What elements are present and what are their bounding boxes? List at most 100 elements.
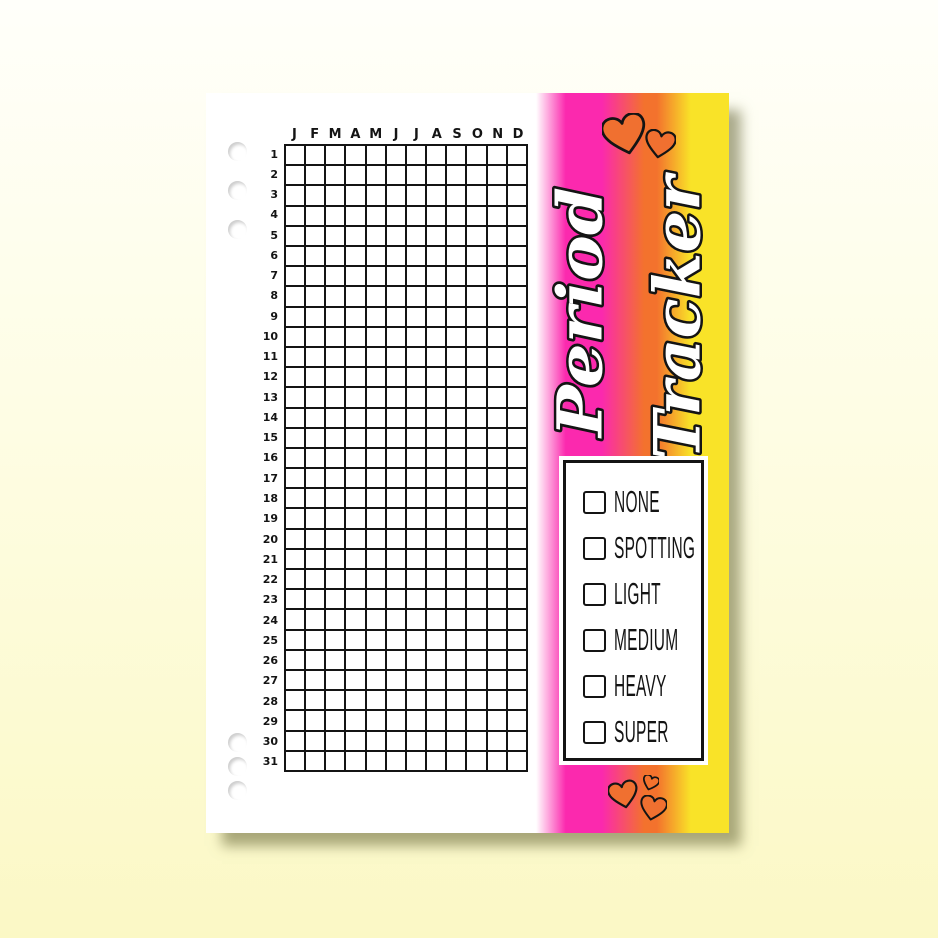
grid-cell[interactable]	[366, 469, 385, 488]
grid-cell[interactable]	[306, 368, 325, 387]
grid-cell[interactable]	[427, 388, 446, 407]
grid-cell[interactable]	[326, 206, 345, 225]
grid-cell[interactable]	[467, 671, 486, 690]
grid-cell[interactable]	[487, 428, 506, 447]
grid-cell[interactable]	[447, 610, 466, 629]
grid-cell[interactable]	[306, 347, 325, 367]
grid-cell[interactable]	[487, 711, 506, 730]
grid-cell[interactable]	[366, 671, 385, 690]
grid-cell[interactable]	[366, 691, 385, 710]
grid-cell[interactable]	[306, 610, 325, 629]
grid-cell[interactable]	[286, 166, 305, 185]
grid-cell[interactable]	[306, 246, 325, 266]
grid-cell[interactable]	[366, 186, 385, 205]
grid-cell[interactable]	[427, 630, 446, 649]
grid-cell[interactable]	[286, 549, 305, 569]
grid-cell[interactable]	[306, 691, 325, 710]
grid-cell[interactable]	[467, 287, 486, 306]
grid-cell[interactable]	[427, 166, 446, 185]
grid-cell[interactable]	[507, 590, 526, 609]
grid-cell[interactable]	[306, 529, 325, 548]
grid-cell[interactable]	[326, 146, 345, 165]
grid-cell[interactable]	[306, 327, 325, 346]
grid-cell[interactable]	[406, 347, 426, 367]
grid-cell[interactable]	[467, 711, 486, 730]
grid-cell[interactable]	[487, 570, 506, 589]
grid-cell[interactable]	[326, 509, 345, 528]
grid-cell[interactable]	[507, 630, 526, 649]
grid-cell[interactable]	[306, 751, 325, 770]
grid-cell[interactable]	[406, 509, 426, 528]
grid-cell[interactable]	[386, 448, 405, 468]
grid-cell[interactable]	[467, 267, 486, 286]
grid-cell[interactable]	[427, 570, 446, 589]
grid-cell[interactable]	[286, 388, 305, 407]
grid-cell[interactable]	[406, 610, 426, 629]
grid-cell[interactable]	[386, 206, 405, 225]
grid-cell[interactable]	[366, 307, 385, 326]
grid-cell[interactable]	[447, 327, 466, 346]
grid-cell[interactable]	[406, 711, 426, 730]
grid-cell[interactable]	[366, 610, 385, 629]
grid-cell[interactable]	[386, 650, 405, 670]
grid-cell[interactable]	[406, 408, 426, 427]
grid-cell[interactable]	[346, 731, 365, 750]
grid-cell[interactable]	[346, 549, 365, 569]
grid-cell[interactable]	[507, 347, 526, 367]
grid-cell[interactable]	[406, 368, 426, 387]
grid-cell[interactable]	[306, 186, 325, 205]
grid-cell[interactable]	[467, 226, 486, 245]
grid-cell[interactable]	[406, 166, 426, 185]
grid-cell[interactable]	[286, 509, 305, 528]
grid-cell[interactable]	[427, 428, 446, 447]
grid-cell[interactable]	[467, 246, 486, 266]
grid-cell[interactable]	[406, 186, 426, 205]
grid-cell[interactable]	[427, 590, 446, 609]
grid-cell[interactable]	[487, 226, 506, 245]
grid-cell[interactable]	[286, 630, 305, 649]
grid-cell[interactable]	[406, 630, 426, 649]
grid-cell[interactable]	[427, 711, 446, 730]
grid-cell[interactable]	[487, 489, 506, 508]
grid-cell[interactable]	[427, 408, 446, 427]
grid-cell[interactable]	[326, 307, 345, 326]
grid-cell[interactable]	[447, 368, 466, 387]
grid-cell[interactable]	[467, 469, 486, 488]
grid-cell[interactable]	[487, 509, 506, 528]
grid-cell[interactable]	[487, 166, 506, 185]
grid-cell[interactable]	[487, 388, 506, 407]
grid-cell[interactable]	[406, 529, 426, 548]
grid-cell[interactable]	[386, 549, 405, 569]
grid-cell[interactable]	[427, 206, 446, 225]
grid-cell[interactable]	[427, 691, 446, 710]
grid-cell[interactable]	[286, 246, 305, 266]
grid-cell[interactable]	[427, 469, 446, 488]
grid-cell[interactable]	[286, 206, 305, 225]
grid-cell[interactable]	[406, 590, 426, 609]
grid-cell[interactable]	[507, 570, 526, 589]
grid-cell[interactable]	[507, 307, 526, 326]
grid-cell[interactable]	[427, 610, 446, 629]
grid-cell[interactable]	[427, 246, 446, 266]
grid-cell[interactable]	[447, 469, 466, 488]
grid-cell[interactable]	[447, 751, 466, 770]
grid-cell[interactable]	[386, 347, 405, 367]
grid-cell[interactable]	[447, 428, 466, 447]
grid-cell[interactable]	[507, 246, 526, 266]
grid-cell[interactable]	[386, 327, 405, 346]
grid-cell[interactable]	[467, 327, 486, 346]
grid-cell[interactable]	[366, 246, 385, 266]
grid-cell[interactable]	[386, 186, 405, 205]
grid-cell[interactable]	[427, 731, 446, 750]
grid-cell[interactable]	[487, 691, 506, 710]
grid-cell[interactable]	[487, 650, 506, 670]
grid-cell[interactable]	[447, 347, 466, 367]
grid-cell[interactable]	[467, 650, 486, 670]
grid-cell[interactable]	[386, 731, 405, 750]
grid-cell[interactable]	[447, 650, 466, 670]
grid-cell[interactable]	[286, 529, 305, 548]
grid-cell[interactable]	[306, 509, 325, 528]
grid-cell[interactable]	[507, 146, 526, 165]
grid-cell[interactable]	[507, 186, 526, 205]
grid-cell[interactable]	[326, 408, 345, 427]
